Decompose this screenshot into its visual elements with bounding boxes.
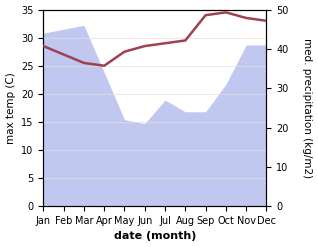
Y-axis label: max temp (C): max temp (C) [5,72,16,144]
Y-axis label: med. precipitation (kg/m2): med. precipitation (kg/m2) [302,38,313,178]
X-axis label: date (month): date (month) [114,231,196,242]
